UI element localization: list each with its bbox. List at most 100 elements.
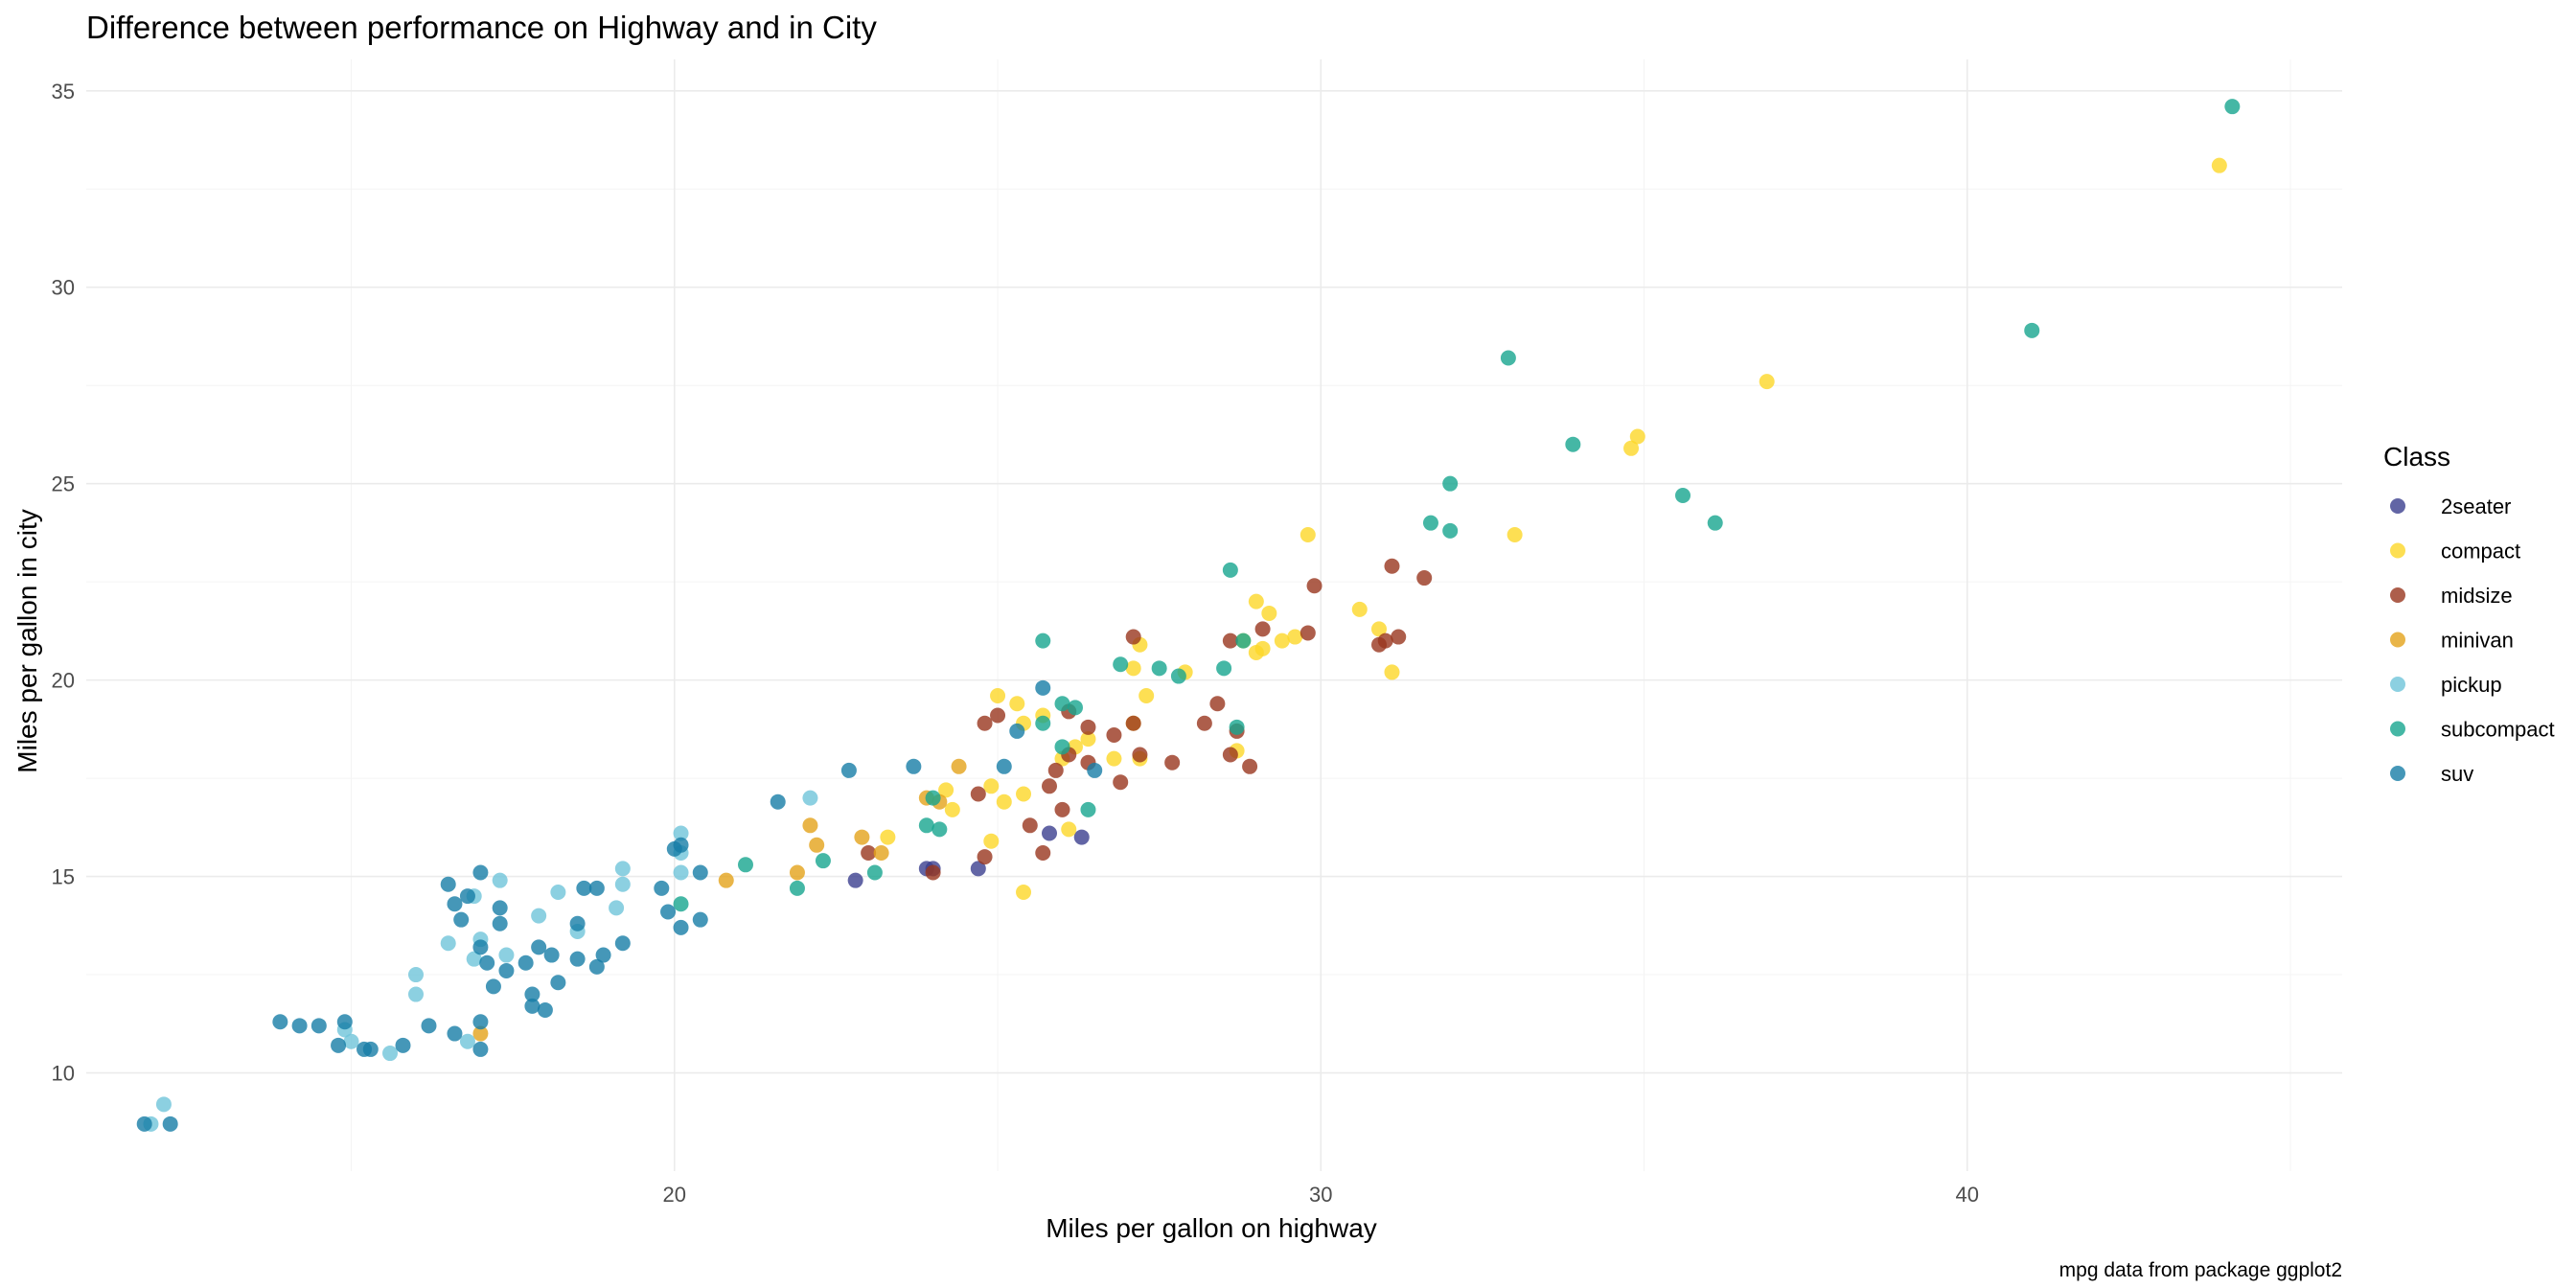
data-point [1675, 487, 1691, 503]
data-point [1242, 758, 1258, 774]
data-point [331, 1037, 347, 1053]
chart-caption: mpg data from package ggplot2 [2059, 1259, 2342, 1281]
series-minivan [472, 758, 967, 1042]
data-point [485, 978, 501, 995]
data-point [543, 947, 560, 963]
data-point [1035, 679, 1051, 696]
data-point [977, 849, 993, 865]
legend-swatch [2390, 677, 2405, 692]
data-point [588, 958, 605, 975]
data-points [136, 99, 2241, 1132]
grid [86, 59, 2342, 1171]
legend-swatch [2390, 766, 2405, 781]
data-point [1151, 660, 1167, 677]
x-tick-label: 40 [1956, 1183, 1979, 1207]
data-point [1035, 844, 1051, 861]
data-point [614, 935, 631, 952]
legend-label: midsize [2441, 584, 2513, 608]
data-point [472, 1014, 489, 1030]
data-point [1061, 821, 1077, 838]
data-point [550, 975, 566, 991]
data-point [1022, 817, 1038, 834]
data-point [453, 911, 470, 928]
data-point [1707, 515, 1723, 531]
data-point [1125, 715, 1141, 731]
data-point [1384, 664, 1400, 680]
data-point [550, 884, 566, 900]
data-point [531, 908, 547, 924]
data-point [996, 758, 1012, 774]
data-point [356, 1041, 373, 1057]
data-point [983, 778, 1000, 794]
data-point [1106, 750, 1122, 767]
legend-items: 2seater compact midsize minivan pickup subcom… [2390, 494, 2555, 786]
data-point [1196, 715, 1212, 731]
legend-item-subcompact: subcompact [2390, 718, 2555, 742]
data-point [983, 833, 1000, 849]
legend-label: suv [2441, 762, 2473, 786]
data-point [861, 844, 877, 861]
data-point [673, 837, 689, 853]
data-point [1042, 778, 1058, 794]
data-point [447, 896, 463, 912]
data-point [932, 821, 948, 838]
legend-swatch [2390, 632, 2405, 648]
data-point [1009, 723, 1025, 739]
legend: Class 2seater compact midsize minivan pickup… [2383, 442, 2555, 786]
data-point [1113, 774, 1129, 791]
y-tick-label: 30 [52, 276, 75, 300]
data-point [524, 986, 540, 1002]
data-point [1035, 632, 1051, 649]
data-point [472, 939, 489, 955]
data-point [1016, 884, 1032, 900]
y-tick-label: 20 [52, 669, 75, 693]
data-point [440, 876, 456, 892]
data-point [310, 1018, 327, 1034]
data-point [1170, 668, 1186, 684]
data-point [1248, 593, 1264, 610]
data-point [588, 880, 605, 896]
data-point [291, 1018, 308, 1034]
data-point [906, 758, 922, 774]
series-subcompact [673, 99, 2241, 912]
data-point [1506, 526, 1523, 542]
data-point [1565, 436, 1581, 452]
data-point [996, 794, 1012, 810]
legend-label: subcompact [2441, 718, 2555, 742]
data-point [1442, 522, 1459, 539]
data-point [1370, 636, 1387, 653]
y-axis-title: Miles per gallon in city [12, 509, 42, 772]
data-point [1351, 601, 1368, 617]
data-point [1164, 754, 1181, 770]
data-point [382, 1046, 399, 1062]
data-point [1248, 644, 1264, 660]
data-point [673, 919, 689, 935]
series-compact [880, 157, 2227, 900]
data-point [1054, 696, 1070, 712]
data-point [569, 915, 586, 932]
data-point [472, 1025, 489, 1042]
data-point [1067, 700, 1083, 716]
data-point [459, 1033, 475, 1049]
data-point [660, 904, 677, 920]
data-point [1209, 696, 1226, 712]
data-point [1087, 762, 1103, 778]
data-point [925, 790, 941, 806]
data-point [737, 857, 753, 873]
data-point [343, 1033, 359, 1049]
data-point [472, 864, 489, 881]
data-point [692, 911, 708, 928]
data-point [654, 880, 670, 896]
x-tick-label: 30 [1309, 1183, 1332, 1207]
data-point [1016, 786, 1032, 802]
data-point [1080, 801, 1096, 817]
y-tick-label: 15 [52, 865, 75, 889]
series-suv [136, 679, 1103, 1132]
data-point [531, 939, 547, 955]
data-point [1300, 625, 1316, 641]
data-point [1442, 475, 1459, 492]
data-point [925, 864, 941, 881]
data-point [492, 915, 508, 932]
data-point [990, 688, 1006, 704]
data-point [840, 762, 857, 778]
